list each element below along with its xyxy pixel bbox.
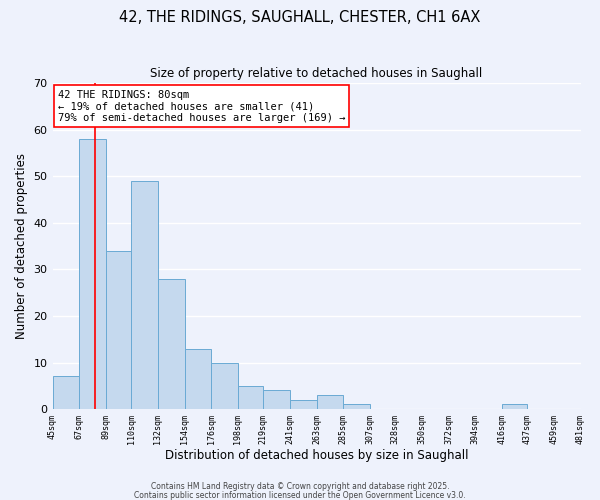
Text: Contains public sector information licensed under the Open Government Licence v3: Contains public sector information licen… xyxy=(134,490,466,500)
X-axis label: Distribution of detached houses by size in Saughall: Distribution of detached houses by size … xyxy=(165,450,468,462)
Bar xyxy=(343,404,370,409)
Bar xyxy=(79,139,106,409)
Text: 42, THE RIDINGS, SAUGHALL, CHESTER, CH1 6AX: 42, THE RIDINGS, SAUGHALL, CHESTER, CH1 … xyxy=(119,10,481,25)
Bar xyxy=(502,404,527,409)
Bar xyxy=(106,250,131,409)
Bar xyxy=(263,390,290,409)
Bar xyxy=(238,386,263,409)
Bar xyxy=(185,348,211,409)
Bar xyxy=(158,278,185,409)
Text: Contains HM Land Registry data © Crown copyright and database right 2025.: Contains HM Land Registry data © Crown c… xyxy=(151,482,449,491)
Bar xyxy=(131,181,158,409)
Title: Size of property relative to detached houses in Saughall: Size of property relative to detached ho… xyxy=(151,68,482,80)
Bar xyxy=(211,362,238,409)
Bar xyxy=(581,404,600,409)
Y-axis label: Number of detached properties: Number of detached properties xyxy=(15,153,28,339)
Bar xyxy=(290,400,317,409)
Bar xyxy=(317,395,343,409)
Text: 42 THE RIDINGS: 80sqm
← 19% of detached houses are smaller (41)
79% of semi-deta: 42 THE RIDINGS: 80sqm ← 19% of detached … xyxy=(58,90,346,123)
Bar xyxy=(53,376,79,409)
